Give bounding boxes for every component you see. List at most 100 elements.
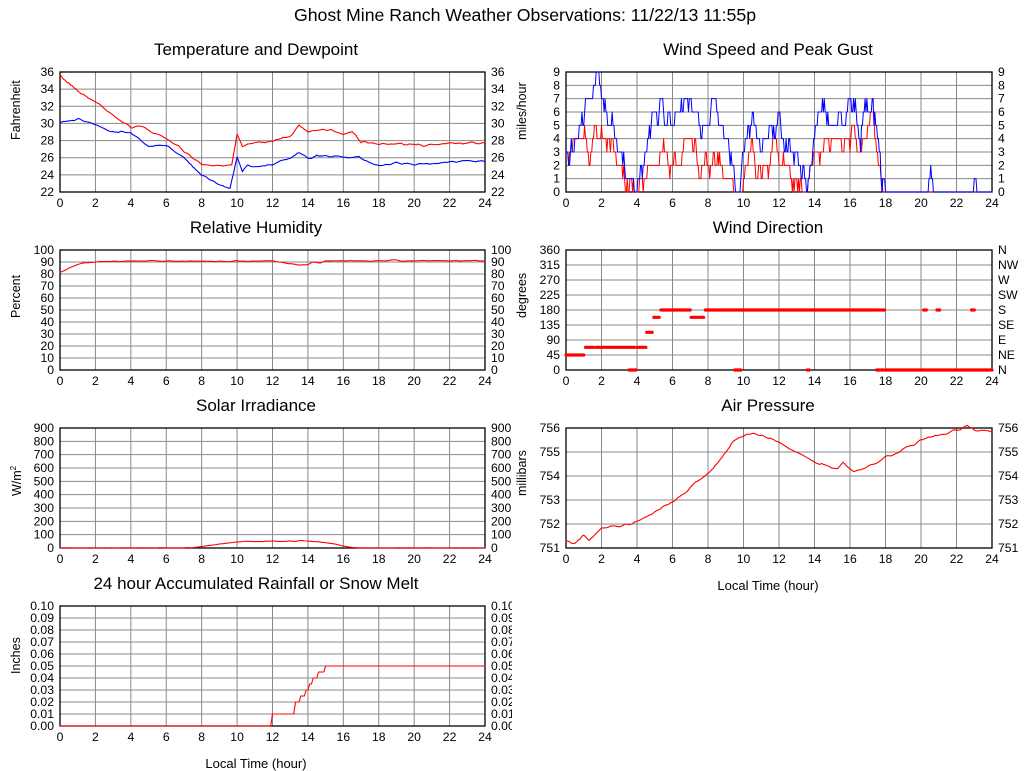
svg-text:7: 7 — [998, 92, 1005, 106]
svg-text:8: 8 — [198, 374, 205, 388]
svg-text:22: 22 — [491, 185, 505, 199]
svg-text:8: 8 — [705, 374, 712, 388]
svg-text:18: 18 — [879, 374, 893, 388]
svg-text:16: 16 — [337, 374, 351, 388]
svg-text:100: 100 — [34, 528, 55, 542]
svg-text:2: 2 — [598, 374, 605, 388]
svg-text:24: 24 — [40, 168, 54, 182]
svg-text:N: N — [998, 243, 1007, 257]
svg-text:600: 600 — [491, 461, 512, 475]
svg-text:270: 270 — [540, 273, 561, 287]
svg-text:7: 7 — [553, 92, 560, 106]
svg-text:500: 500 — [491, 474, 512, 488]
svg-text:24: 24 — [478, 730, 492, 744]
svg-text:8: 8 — [553, 78, 560, 92]
svg-text:16: 16 — [337, 552, 351, 566]
svg-text:NW: NW — [998, 258, 1019, 272]
svg-text:30: 30 — [40, 327, 54, 341]
svg-text:4: 4 — [553, 132, 560, 146]
svg-text:20: 20 — [914, 374, 928, 388]
svg-text:755: 755 — [998, 445, 1019, 459]
svg-text:0.04: 0.04 — [30, 671, 54, 685]
svg-text:2: 2 — [598, 552, 605, 566]
svg-text:2: 2 — [92, 730, 99, 744]
svg-text:12: 12 — [772, 374, 786, 388]
svg-text:180: 180 — [540, 303, 561, 317]
svg-text:4: 4 — [127, 552, 134, 566]
svg-text:45: 45 — [546, 348, 560, 362]
svg-text:100: 100 — [491, 243, 512, 257]
svg-text:22: 22 — [443, 196, 457, 210]
svg-text:14: 14 — [808, 552, 822, 566]
svg-text:14: 14 — [301, 552, 315, 566]
svg-text:6: 6 — [163, 552, 170, 566]
svg-text:30: 30 — [40, 116, 54, 130]
svg-text:0.01: 0.01 — [491, 707, 512, 721]
svg-text:0.02: 0.02 — [491, 695, 512, 709]
svg-text:6: 6 — [669, 196, 676, 210]
svg-text:8: 8 — [198, 196, 205, 210]
svg-text:50: 50 — [491, 303, 505, 317]
svg-text:4: 4 — [634, 552, 641, 566]
svg-text:0.06: 0.06 — [491, 647, 512, 661]
svg-text:20: 20 — [914, 196, 928, 210]
svg-text:32: 32 — [491, 99, 505, 113]
svg-text:0: 0 — [491, 541, 498, 555]
svg-text:26: 26 — [491, 151, 505, 165]
svg-text:12: 12 — [266, 552, 280, 566]
svg-text:0: 0 — [998, 185, 1005, 199]
svg-text:6: 6 — [553, 105, 560, 119]
svg-text:2: 2 — [92, 196, 99, 210]
svg-text:4: 4 — [127, 730, 134, 744]
svg-text:315: 315 — [540, 258, 561, 272]
svg-text:0: 0 — [553, 363, 560, 377]
svg-text:70: 70 — [40, 279, 54, 293]
svg-text:40: 40 — [40, 315, 54, 329]
svg-text:6: 6 — [669, 552, 676, 566]
svg-text:32: 32 — [40, 99, 54, 113]
svg-text:3: 3 — [553, 145, 560, 159]
svg-text:40: 40 — [491, 315, 505, 329]
svg-text:755: 755 — [540, 445, 561, 459]
svg-text:3: 3 — [998, 145, 1005, 159]
svg-text:0.07: 0.07 — [30, 635, 54, 649]
svg-text:14: 14 — [808, 196, 822, 210]
svg-text:12: 12 — [266, 374, 280, 388]
svg-text:0: 0 — [57, 552, 64, 566]
svg-text:100: 100 — [34, 243, 55, 257]
svg-text:0.09: 0.09 — [30, 611, 54, 625]
svg-text:6: 6 — [163, 730, 170, 744]
svg-text:600: 600 — [34, 461, 55, 475]
svg-text:800: 800 — [491, 434, 512, 448]
svg-text:4: 4 — [127, 374, 134, 388]
svg-text:14: 14 — [301, 196, 315, 210]
svg-text:0: 0 — [563, 374, 570, 388]
svg-text:22: 22 — [443, 374, 457, 388]
svg-text:28: 28 — [40, 134, 54, 148]
svg-text:20: 20 — [407, 730, 421, 744]
svg-text:300: 300 — [34, 501, 55, 515]
svg-text:10: 10 — [230, 730, 244, 744]
svg-text:34: 34 — [40, 82, 54, 96]
svg-text:80: 80 — [40, 267, 54, 281]
svg-text:0.04: 0.04 — [491, 671, 512, 685]
svg-text:200: 200 — [491, 514, 512, 528]
svg-text:754: 754 — [540, 469, 561, 483]
svg-text:34: 34 — [491, 82, 505, 96]
svg-text:0: 0 — [57, 730, 64, 744]
svg-text:0.08: 0.08 — [491, 623, 512, 637]
svg-text:0.05: 0.05 — [30, 659, 54, 673]
svg-text:8: 8 — [705, 196, 712, 210]
svg-text:0.00: 0.00 — [30, 719, 54, 733]
svg-text:4: 4 — [634, 374, 641, 388]
svg-text:W: W — [998, 273, 1010, 287]
svg-text:20: 20 — [40, 339, 54, 353]
svg-text:0.01: 0.01 — [30, 707, 54, 721]
svg-text:12: 12 — [266, 730, 280, 744]
svg-text:30: 30 — [491, 327, 505, 341]
svg-text:24: 24 — [478, 374, 492, 388]
svg-text:8: 8 — [998, 78, 1005, 92]
svg-text:90: 90 — [546, 333, 560, 347]
svg-text:22: 22 — [40, 185, 54, 199]
svg-text:22: 22 — [443, 730, 457, 744]
